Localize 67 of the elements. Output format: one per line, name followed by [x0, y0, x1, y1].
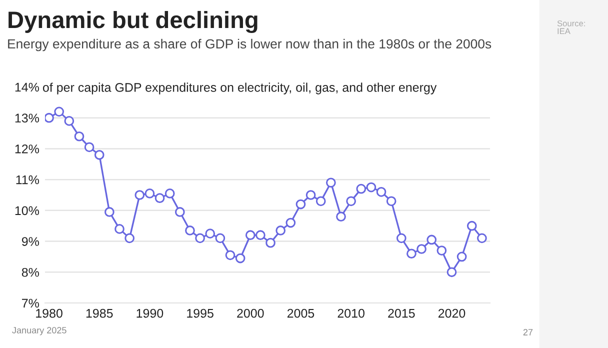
point	[245, 230, 256, 240]
point	[356, 184, 366, 194]
point	[466, 220, 477, 231]
x-tick-label: 2020	[438, 308, 466, 318]
point	[164, 188, 175, 198]
point	[326, 178, 336, 188]
y-tick-label: 10%	[15, 206, 39, 216]
y-tick-label: 9%	[22, 237, 39, 246]
x-tick-label: 1980	[36, 308, 62, 318]
point	[256, 230, 266, 240]
point	[406, 248, 416, 259]
point	[144, 188, 155, 198]
point	[346, 196, 356, 206]
point	[366, 182, 376, 192]
point	[306, 190, 316, 200]
point	[276, 226, 286, 236]
point	[94, 150, 104, 160]
point	[205, 228, 216, 239]
point	[316, 196, 326, 206]
point	[195, 233, 205, 244]
point	[456, 252, 467, 262]
x-tick-label: 2015	[388, 308, 415, 318]
y-tick-label: 12%	[15, 144, 39, 154]
point	[426, 234, 437, 245]
point	[266, 238, 276, 248]
point	[336, 212, 346, 222]
point	[134, 190, 145, 200]
x-tick-label: 1995	[187, 308, 214, 318]
source-note: Source: IEA	[557, 20, 585, 34]
y-tick-label: 13%	[15, 114, 39, 123]
point	[114, 224, 124, 234]
point	[45, 112, 54, 123]
point	[174, 207, 185, 217]
point	[396, 233, 406, 244]
point	[446, 267, 457, 278]
point	[185, 226, 195, 236]
text: 27	[523, 329, 533, 336]
point	[386, 196, 396, 206]
y-axis-title: of per capita GDP expenditures on electricity, oil, gas, and other energy	[42, 82, 437, 94]
point	[104, 207, 114, 217]
point	[477, 233, 487, 244]
x-tick-label: 1985	[86, 308, 113, 318]
y-tick-label: 7%	[22, 298, 39, 308]
x-tick-label: 2005	[287, 308, 314, 318]
point	[215, 233, 226, 244]
point	[376, 186, 386, 197]
x-tick-label: 2010	[338, 308, 364, 318]
x-tick-label: 2000	[237, 308, 264, 318]
point	[84, 142, 94, 152]
x-tick-label: 1990	[136, 308, 164, 318]
point	[225, 250, 236, 260]
point	[286, 218, 296, 228]
y-tick-label: 8%	[22, 268, 39, 277]
y-tick-label: 14%	[15, 82, 39, 92]
chart-title: Dynamic but declining	[8, 10, 258, 34]
point	[54, 106, 64, 117]
text: January 2025	[12, 327, 66, 336]
point	[64, 116, 74, 126]
chart-subtitle: Energy expenditure as a share of GDP is lower now than in the 1980s or the 2000s	[8, 38, 492, 52]
point	[436, 246, 447, 256]
y-tick-label: 11%	[16, 175, 39, 184]
point	[416, 244, 426, 254]
point	[296, 199, 306, 210]
point	[154, 193, 165, 204]
point	[235, 253, 246, 264]
point	[74, 131, 84, 142]
point	[124, 233, 134, 244]
